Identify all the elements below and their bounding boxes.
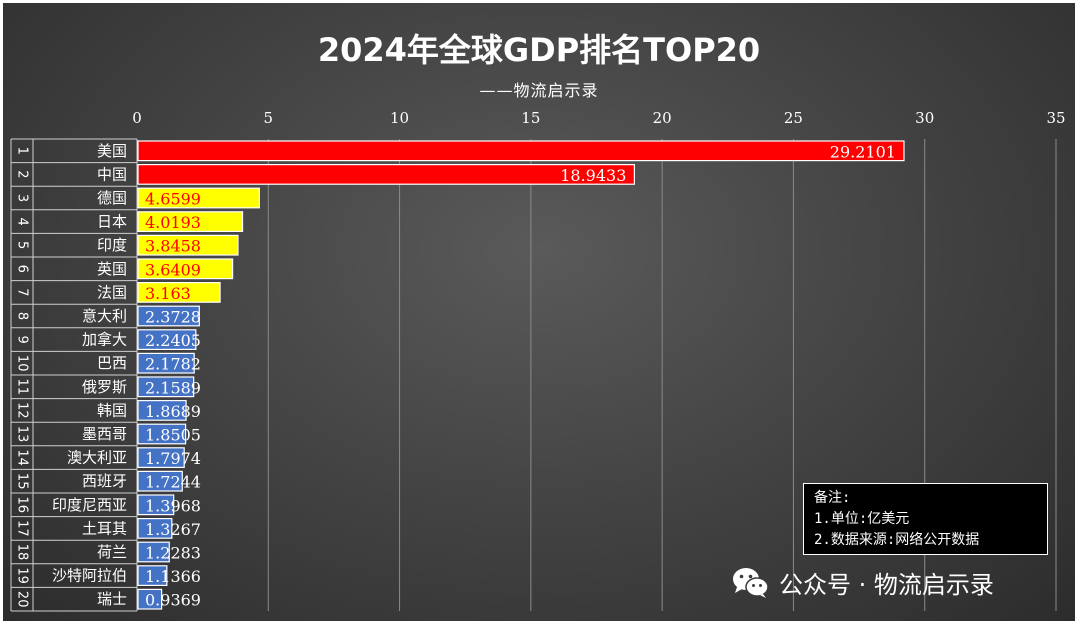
bar (137, 447, 185, 468)
bar (137, 517, 173, 539)
data-label: 3.163 (145, 284, 191, 303)
bar (137, 376, 195, 398)
data-label: 3.8458 (145, 237, 201, 256)
data-label: 1.1366 (145, 567, 201, 586)
rank-label: 5 (15, 241, 30, 249)
category-label: 日本 (97, 213, 127, 231)
x-tick-label: 30 (915, 109, 934, 127)
data-label: 29.2101 (830, 142, 896, 161)
rank-label: 17 (15, 520, 30, 537)
data-label: 3.6409 (145, 260, 201, 279)
bar (137, 400, 187, 421)
data-label: 1.3968 (145, 496, 201, 515)
rank-label: 1 (15, 147, 30, 155)
rank-label: 11 (15, 379, 30, 396)
data-label: 4.0193 (145, 213, 201, 232)
wechat-icon (733, 567, 769, 598)
category-label: 中国 (97, 165, 127, 183)
rank-label: 6 (15, 265, 30, 273)
data-label: 1.2283 (145, 544, 201, 563)
data-label: 2.1782 (145, 355, 201, 374)
x-tick-label: 25 (784, 109, 803, 127)
bar (137, 234, 239, 256)
data-label: 1.8689 (145, 402, 201, 421)
category-label: 澳大利亚 (67, 449, 127, 467)
bar (137, 187, 260, 209)
data-label: 4.6599 (145, 190, 201, 209)
rank-label: 14 (15, 449, 30, 466)
bar-chart: 0 5 10 15 20 25 30 35 1 美国 29.2101 2 中国 18.9433 3 德国 4.6… (10, 109, 1066, 612)
chart-frame: 2024年全球GDP排名TOP20 ——物流启示录 0 5 10 15 20 25 30 35… (3, 3, 1075, 621)
rank-label: 9 (15, 335, 30, 343)
x-tick-label: 0 (132, 109, 142, 127)
notes-box: 备注: 1.单位:亿美元 2.数据来源:网络公开数据 (803, 483, 1048, 555)
x-tick-label: 35 (1046, 109, 1065, 127)
category-label: 法国 (97, 283, 127, 301)
category-label: 美国 (97, 142, 127, 160)
bar (137, 541, 170, 563)
bar (137, 140, 905, 162)
x-tick-label: 5 (264, 109, 274, 127)
data-label: 1.7974 (145, 449, 201, 468)
rank-label: 19 (15, 567, 30, 584)
data-label: 1.3267 (145, 520, 201, 539)
rank-label: 2 (15, 170, 30, 178)
watermark: 公众号 · 物流启示录 (731, 565, 994, 600)
rank-label: 4 (15, 217, 30, 225)
category-label: 沙特阿拉伯 (52, 567, 127, 585)
bar (137, 423, 187, 445)
bar (137, 282, 221, 303)
bar (137, 588, 163, 610)
chart-subtitle: ——物流启示录 (479, 81, 599, 100)
data-label: 2.3728 (145, 308, 201, 327)
bar (137, 565, 168, 586)
rank-label: 15 (15, 473, 30, 490)
rank-label: 12 (15, 402, 30, 419)
rank-label: 7 (15, 288, 30, 296)
rank-label: 18 (15, 544, 30, 561)
data-label: 2.2405 (145, 331, 201, 350)
rank-label: 3 (15, 194, 30, 202)
category-label: 加拿大 (82, 331, 127, 349)
rank-label: 8 (15, 312, 30, 320)
rank-label: 10 (15, 355, 30, 372)
data-label: 18.9433 (560, 166, 626, 185)
data-label: 2.1589 (145, 378, 201, 397)
category-label: 西班牙 (82, 472, 127, 490)
category-label: 英国 (97, 260, 127, 278)
chart-title: 2024年全球GDP排名TOP20 (317, 31, 761, 69)
x-tick-label: 10 (390, 109, 409, 127)
bar (137, 352, 195, 374)
category-label: 印度尼西亚 (52, 496, 127, 514)
bar (137, 164, 635, 185)
bar (137, 305, 200, 327)
notes-line-source: 2.数据来源:网络公开数据 (814, 532, 980, 548)
category-label: 德国 (97, 189, 127, 207)
x-tick-label: 20 (653, 109, 672, 127)
bar (137, 494, 175, 516)
data-label: 0.9369 (145, 591, 201, 610)
x-tick-label: 15 (521, 109, 540, 127)
category-label: 意大利 (82, 307, 127, 325)
category-label: 韩国 (97, 401, 127, 419)
rank-label: 20 (15, 591, 30, 608)
bar (137, 258, 234, 280)
notes-line-unit: 1.单位:亿美元 (814, 511, 910, 527)
category-label: 荷兰 (97, 543, 127, 561)
bar (137, 470, 183, 492)
watermark-text: 公众号 · 物流启示录 (779, 571, 994, 599)
category-label: 巴西 (97, 354, 127, 372)
bar (137, 211, 244, 233)
rank-label: 16 (15, 497, 30, 514)
data-label: 1.7244 (145, 473, 201, 492)
category-label: 墨西哥 (82, 425, 127, 443)
notes-heading: 备注: (814, 490, 851, 506)
data-label: 1.8505 (145, 426, 201, 445)
category-label: 土耳其 (82, 519, 127, 537)
rank-label: 13 (15, 426, 30, 443)
category-label: 印度 (97, 236, 127, 254)
bar (137, 329, 197, 350)
category-label: 瑞士 (97, 590, 127, 608)
category-label: 俄罗斯 (82, 378, 127, 396)
